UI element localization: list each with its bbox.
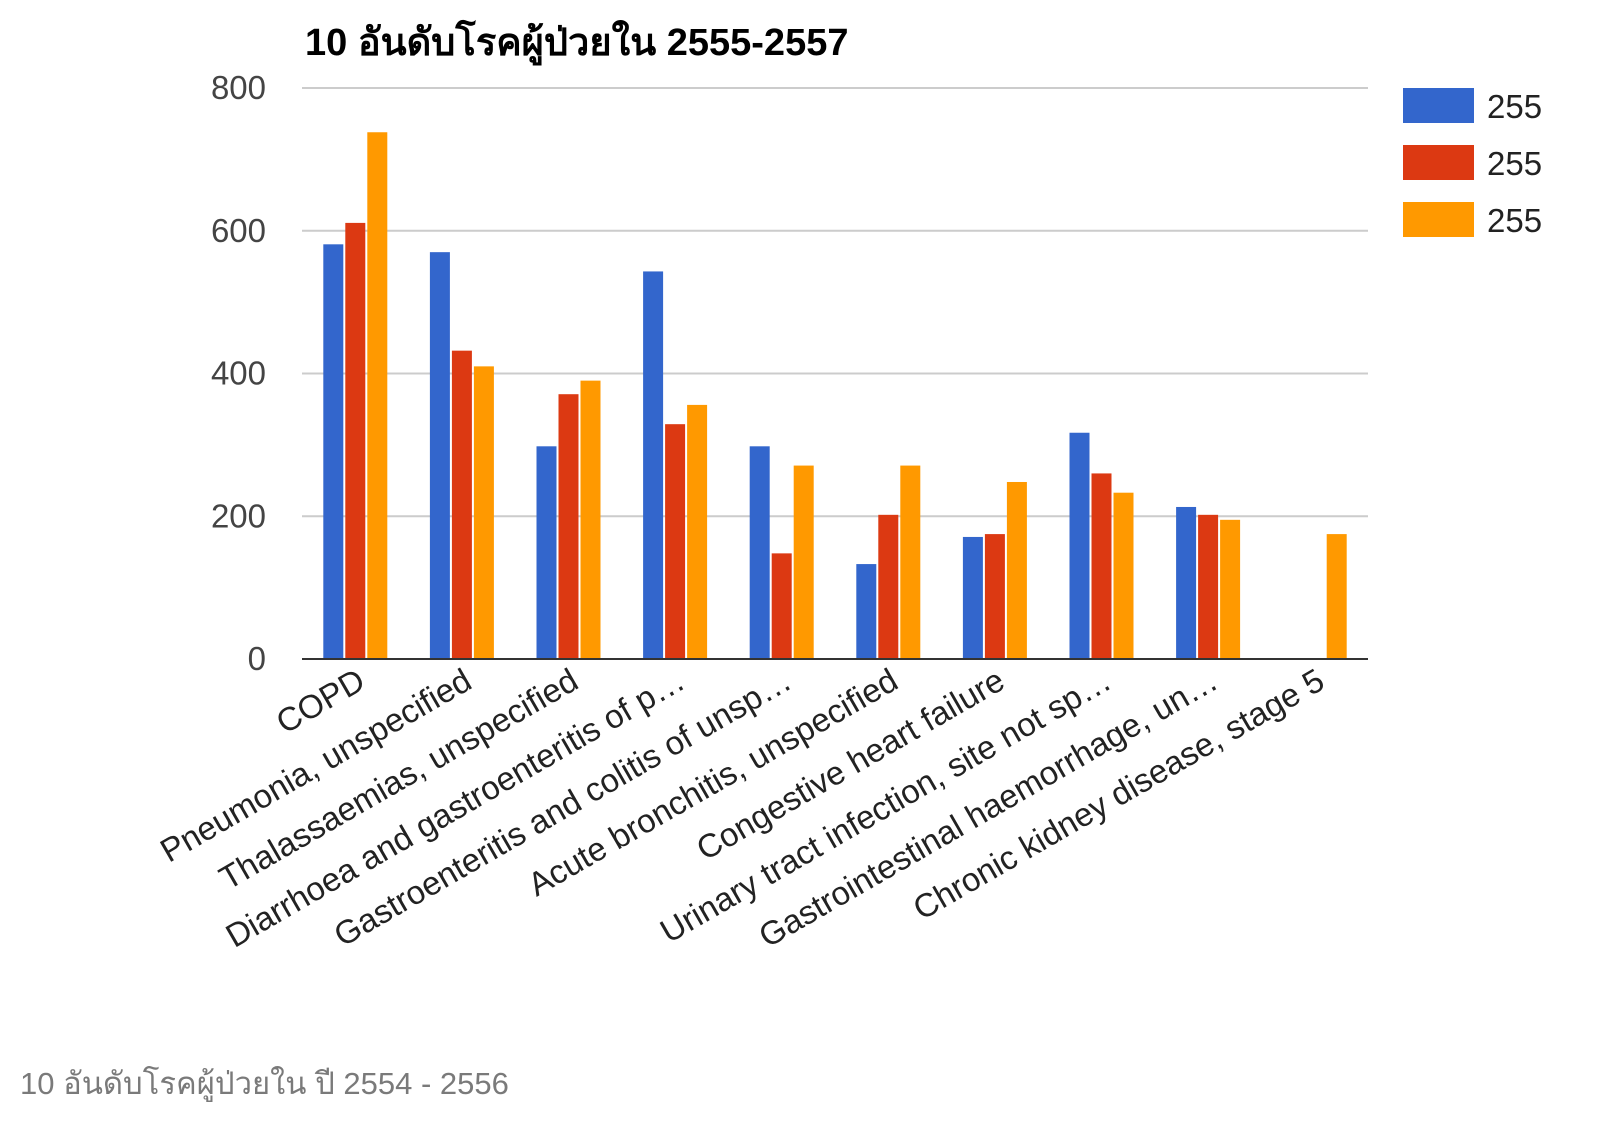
- y-tick-label: 600: [211, 212, 266, 249]
- bar: [1198, 514, 1219, 659]
- bar: [558, 394, 579, 659]
- bar: [1006, 481, 1027, 659]
- legend-label: 255: [1487, 202, 1542, 239]
- bar: [536, 446, 557, 659]
- bar: [1326, 534, 1347, 659]
- bar: [900, 465, 921, 659]
- legend-label: 255: [1487, 88, 1542, 125]
- bar: [749, 446, 770, 659]
- y-tick-label: 200: [211, 497, 266, 534]
- bar: [1220, 519, 1241, 659]
- legend-swatch: [1403, 88, 1474, 123]
- bar: [856, 564, 877, 659]
- bar: [962, 536, 983, 659]
- legend-swatch: [1403, 145, 1474, 180]
- bar: [878, 514, 899, 659]
- bar: [473, 366, 494, 659]
- legend-swatch: [1403, 202, 1474, 237]
- bar: [643, 271, 664, 659]
- bar: [1176, 506, 1197, 659]
- bar: [451, 350, 472, 659]
- y-axis-ticks: 0 200 400 600 800: [211, 69, 266, 677]
- bar: [984, 534, 1005, 659]
- chart-title: 10 อันดับโรคผู้ป่วยใน 2555-2557: [305, 19, 848, 66]
- chart-caption: 10 อันดับโรคผู้ป่วยใน ปี 2554 - 2556: [20, 1066, 509, 1101]
- bar: [1069, 432, 1090, 659]
- bar: [323, 244, 344, 659]
- bar: [345, 222, 366, 659]
- legend-label: 255: [1487, 145, 1542, 182]
- bar: [793, 465, 814, 659]
- bar: [367, 132, 388, 659]
- bar: [665, 424, 686, 659]
- bars: [323, 132, 1347, 659]
- bar: [1091, 473, 1112, 659]
- bar: [771, 553, 792, 659]
- y-tick-label: 0: [248, 640, 266, 677]
- bar: [687, 404, 708, 659]
- y-tick-label: 800: [211, 69, 266, 106]
- bar: [429, 252, 450, 659]
- y-tick-label: 400: [211, 355, 266, 392]
- legend: 255 255 255: [1403, 88, 1542, 239]
- bar: [580, 380, 601, 659]
- bar: [1113, 492, 1134, 659]
